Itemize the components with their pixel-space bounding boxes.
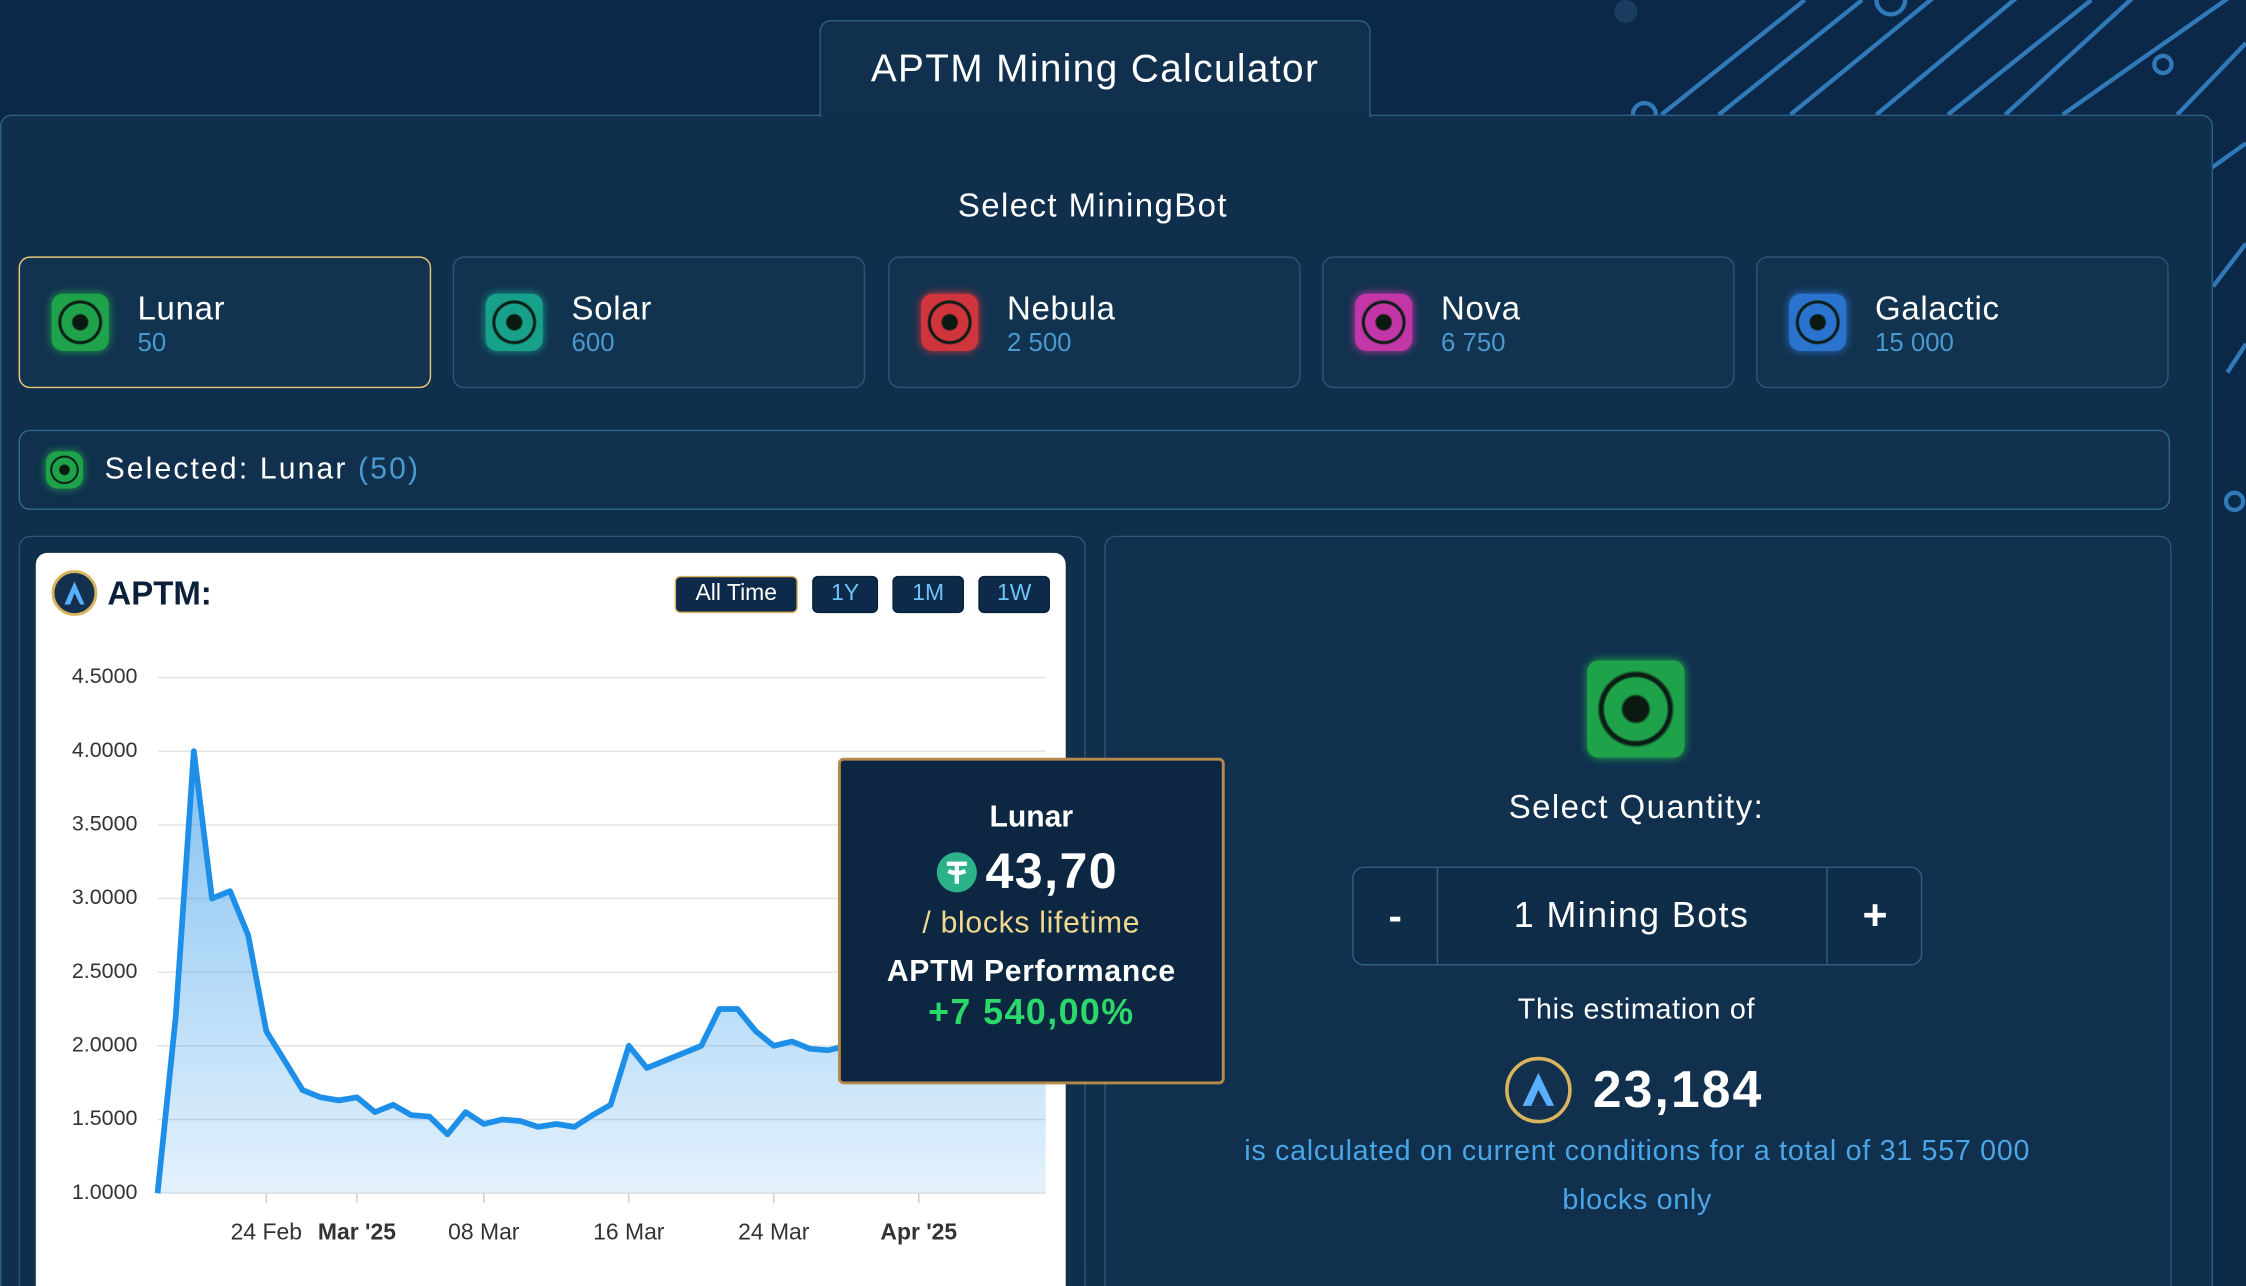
bot-name: Nova — [1440, 289, 1521, 327]
quantity-control: - 1 Mining Bots + — [1352, 866, 1923, 966]
y-tick-label: 4.5000 — [72, 664, 138, 688]
x-tick-label: 08 Mar — [448, 1218, 520, 1244]
bot-price: 50 — [137, 328, 167, 357]
tooltip-unit: / blocks lifetime — [922, 906, 1141, 940]
gem-icon — [485, 293, 543, 351]
estimation-intro: This estimation of — [1517, 994, 1756, 1026]
bot-name: Galactic — [1875, 289, 2000, 327]
bot-card[interactable]: Nova 6 750 — [1322, 256, 1735, 389]
tooltip-name: Lunar — [989, 800, 1074, 834]
bot-name: Solar — [571, 289, 653, 327]
gem-icon — [45, 451, 84, 489]
title-tab: APTM Mining Calculator — [819, 20, 1371, 118]
x-tick-label: 24 Feb — [231, 1218, 302, 1244]
quantity-label: Select Quantity: — [1508, 787, 1765, 826]
bot-card[interactable]: Solar 600 — [452, 256, 866, 389]
x-tick-label: 24 Mar — [738, 1218, 810, 1244]
circuit-decor — [1614, 0, 2246, 513]
bot-price: 6 750 — [1440, 328, 1506, 357]
line-chart: 1.0000 1.5000 2.0000 2.5000 3.0000 3.5000 4.00… — [72, 664, 1047, 1244]
selected-bar: Selected: Lunar (50) — [18, 429, 2171, 510]
bot-price: 15 000 — [1875, 328, 1954, 357]
gem-icon — [51, 293, 109, 351]
gem-icon — [1587, 660, 1685, 758]
bot-name: Nebula — [1006, 289, 1116, 327]
tooltip: Lunar 43,70 / blocks lifetime APTM Perfo… — [837, 757, 1225, 1085]
selected-price: (50) — [358, 452, 421, 486]
range-button[interactable]: All Time — [674, 575, 798, 614]
x-tick-label: Apr '25 — [880, 1218, 957, 1244]
y-tick-label: 3.0000 — [72, 885, 138, 909]
tooltip-perf-label: APTM Performance — [886, 955, 1176, 989]
area-fill — [157, 751, 1046, 1194]
estimation-note: is calculated on current conditions for … — [1244, 1135, 2031, 1217]
bot-price: 2 500 — [1006, 328, 1072, 357]
y-tick-label: 1.5000 — [72, 1106, 138, 1130]
range-button[interactable]: 1M — [892, 575, 965, 614]
decrement-button[interactable]: - — [1354, 868, 1439, 965]
tooltip-price: 43,70 — [985, 843, 1119, 900]
bot-card[interactable]: Galactic 15 000 — [1756, 256, 2169, 389]
estimation-amount: 23,184 — [1592, 1059, 1764, 1119]
bot-card[interactable]: Nebula 2 500 — [888, 256, 1301, 389]
usdt-icon — [936, 852, 977, 893]
select-label: Select MiningBot — [957, 186, 1228, 224]
selected-name: Lunar — [259, 452, 348, 486]
tooltip-perf-value: +7 540,00% — [928, 992, 1135, 1033]
range-button[interactable]: 1Y — [812, 575, 879, 614]
quantity-value[interactable]: 1 Mining Bots — [1513, 895, 1750, 936]
y-tick-label: 4.0000 — [72, 738, 138, 762]
chart-title: APTM: — [107, 574, 212, 612]
y-tick-label: 1.0000 — [72, 1180, 138, 1204]
aptm-logo — [1505, 1056, 1572, 1124]
increment-button[interactable]: + — [1826, 868, 1922, 965]
bot-price: 600 — [571, 328, 615, 357]
page-title: APTM Mining Calculator — [870, 47, 1320, 91]
y-tick-label: 3.5000 — [72, 812, 138, 836]
y-tick-label: 2.0000 — [72, 1033, 138, 1057]
gem-icon — [1789, 293, 1847, 351]
y-tick-label: 2.5000 — [72, 959, 138, 983]
bot-card[interactable]: Lunar 50 — [18, 256, 432, 389]
x-tick-label: Mar '25 — [318, 1218, 396, 1244]
gem-icon — [921, 293, 979, 351]
range-button[interactable]: 1W — [978, 575, 1050, 614]
gem-icon — [1355, 293, 1413, 351]
x-tick-label: 16 Mar — [593, 1218, 665, 1244]
bot-name: Lunar — [137, 289, 226, 327]
aptm-logo — [51, 570, 98, 616]
selected-prefix: Selected: — [104, 452, 250, 486]
